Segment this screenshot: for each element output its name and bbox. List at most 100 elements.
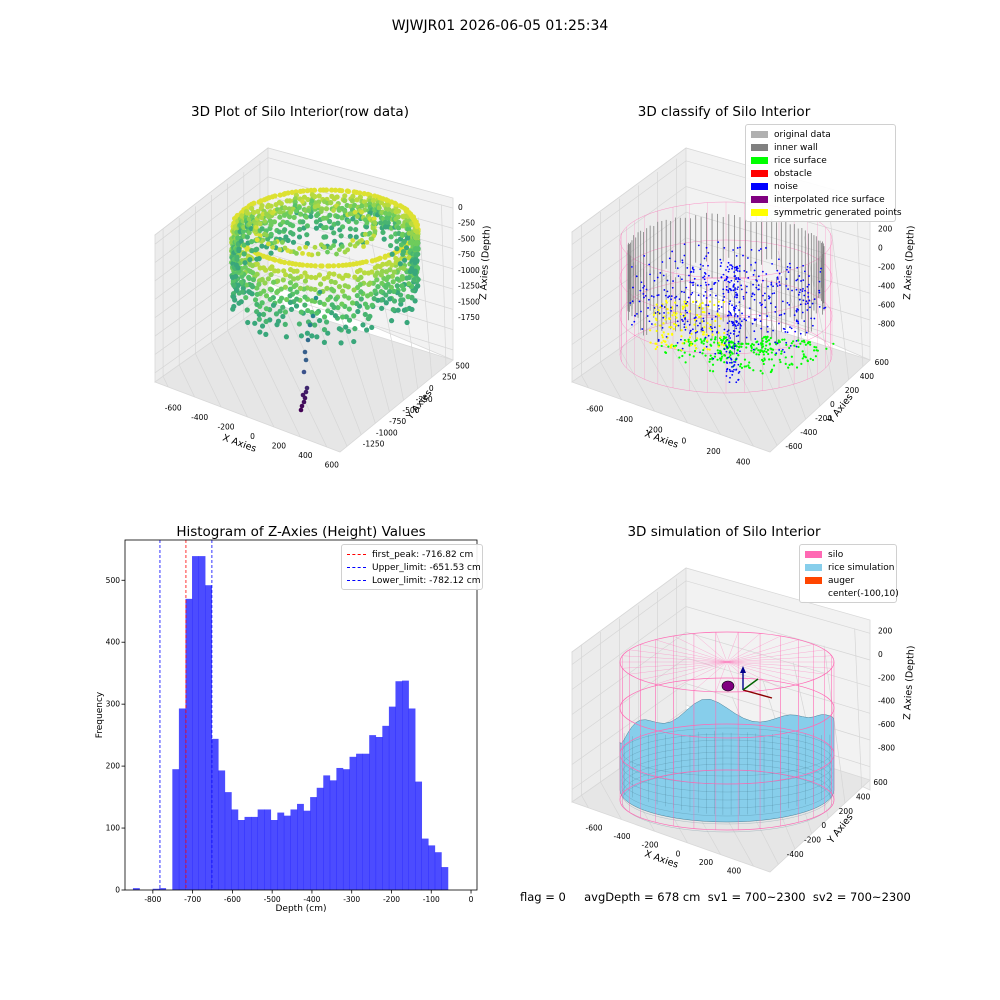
x-tick-label: -300: [343, 895, 360, 904]
center-axis-y: [743, 679, 758, 690]
symmetric-point: [654, 307, 656, 309]
raw-point: [231, 291, 236, 296]
raw-point: [403, 307, 408, 312]
raw-point: [305, 285, 310, 290]
z-tick-label: -800: [878, 320, 895, 329]
raw-point: [239, 219, 244, 224]
raw-point: [244, 282, 249, 287]
raw-point: [274, 322, 279, 327]
silo-roof-wire: [622, 662, 727, 668]
histogram-bar: [395, 681, 402, 890]
symmetric-point: [674, 314, 676, 316]
raw-point: [389, 199, 394, 204]
raw-point: [415, 284, 420, 289]
raw-point: [412, 252, 417, 257]
raw-point: [327, 271, 332, 276]
noise-point: [731, 268, 733, 270]
noise-point: [702, 277, 704, 279]
noise-point: [751, 249, 753, 251]
raw-point: [288, 230, 293, 235]
raw-point: [384, 215, 389, 220]
raw-point: [404, 269, 409, 274]
rice-surface-point: [735, 358, 737, 360]
noise-point: [657, 311, 659, 313]
raw-point: [274, 311, 279, 316]
raw-point: [235, 265, 240, 270]
rice-surface-point: [802, 350, 804, 352]
noise-point: [813, 318, 815, 320]
noise-point: [707, 252, 709, 254]
raw-point: [411, 229, 416, 234]
raw-point: [256, 282, 261, 287]
raw-point: [279, 247, 284, 252]
raw-point: [314, 334, 319, 339]
rice-surface-point: [717, 349, 719, 351]
raw-point: [308, 214, 313, 219]
rice-surface-point: [721, 341, 723, 343]
raw-point: [258, 265, 263, 270]
raw-point: [305, 331, 310, 336]
noise-point: [682, 320, 684, 322]
noise-point: [774, 311, 776, 313]
noise-point: [819, 281, 821, 283]
raw-point: [340, 244, 345, 249]
histogram-bar: [409, 708, 416, 890]
rice-surface-point: [802, 357, 804, 359]
rice-surface-point: [757, 349, 759, 351]
noise-point: [717, 310, 719, 312]
noise-point: [775, 352, 777, 354]
raw-point: [236, 241, 241, 246]
raw-point: [413, 249, 418, 254]
raw-point: [413, 274, 418, 279]
raw-point: [406, 231, 411, 236]
noise-point: [631, 324, 633, 326]
rice-surface-point: [728, 340, 730, 342]
symmetric-point: [717, 345, 719, 347]
noise-point: [735, 277, 737, 279]
raw-point: [279, 296, 284, 301]
raw-point: [239, 266, 244, 271]
raw-point: [404, 242, 409, 247]
x-tick-label: -200: [218, 423, 235, 432]
noise-point: [689, 281, 691, 283]
raw-point: [396, 220, 401, 225]
noise-point: [729, 351, 731, 353]
noise-point: [642, 287, 644, 289]
raw-point: [233, 246, 238, 251]
noise-point: [757, 289, 759, 291]
raw-point: [237, 260, 242, 265]
rice-surface-point: [712, 364, 714, 366]
raw-point: [312, 194, 317, 199]
raw-point: [261, 312, 266, 317]
raw-point: [257, 304, 262, 309]
raw-point: [232, 282, 237, 287]
noise-point: [812, 303, 814, 305]
z-tick-label: -400: [878, 282, 895, 291]
raw-point: [373, 273, 378, 278]
raw-point: [232, 234, 237, 239]
raw-point: [298, 219, 303, 224]
raw-point: [384, 269, 389, 274]
symmetric-point: [675, 324, 677, 326]
x-tick-label: -400: [613, 832, 630, 841]
raw-point: [348, 226, 353, 231]
noise-point: [704, 275, 706, 277]
noise-point: [726, 369, 728, 371]
raw-point: [293, 282, 298, 287]
raw-point: [366, 316, 371, 321]
noise-point: [727, 315, 729, 317]
raw-point: [240, 250, 245, 255]
raw-point: [294, 269, 299, 274]
raw-point: [400, 274, 405, 279]
noise-point: [800, 289, 802, 291]
raw-point: [238, 230, 243, 235]
symmetric-point: [680, 313, 682, 315]
raw-point: [409, 213, 414, 218]
symmetric-point: [680, 335, 682, 337]
raw-point: [340, 314, 345, 319]
noise-point: [730, 288, 732, 290]
symmetric-point: [703, 311, 705, 313]
histogram-bar: [310, 797, 317, 890]
raw-point: [414, 237, 419, 242]
rice-surface-point: [815, 349, 817, 351]
